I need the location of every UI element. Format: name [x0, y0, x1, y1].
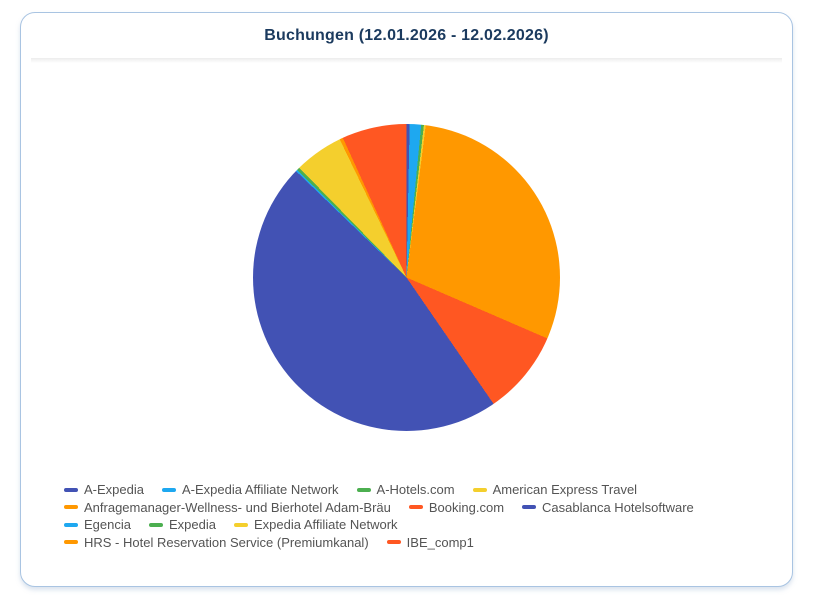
legend-swatch-icon — [161, 487, 176, 492]
legend-item-label: American Express Travel — [492, 482, 638, 498]
pie-chart[interactable] — [253, 124, 560, 431]
legend-item[interactable]: HRS - Hotel Reservation Service (Premium… — [64, 535, 369, 550]
legend-swatch-icon — [522, 505, 537, 510]
legend-swatch-icon — [356, 487, 371, 492]
legend-item-label: Booking.com — [428, 499, 505, 515]
legend-item-label: Expedia — [168, 517, 216, 533]
legend-item[interactable]: Booking.com — [408, 499, 505, 515]
legend-item-label: Anfragemanager-Wellness- und Bierhotel A… — [84, 499, 391, 515]
legend-item[interactable]: IBE_comp1 — [386, 534, 474, 550]
legend-item[interactable]: Casablanca Hotelsoftware — [522, 500, 694, 515]
legend-item[interactable]: Expedia — [148, 517, 216, 533]
legend-swatch-icon — [64, 522, 78, 527]
legend-row: Egencia Expedia Expedia Affiliate Network — [64, 516, 712, 534]
legend-row: HRS - Hotel Reservation Service (Premium… — [64, 534, 712, 552]
legend-item-label: Expedia Affiliate Network — [253, 517, 398, 533]
legend-item-label: Casablanca Hotelsoftware — [542, 499, 694, 515]
legend-item-label: A-Expedia — [84, 482, 144, 498]
legend-swatch-icon — [64, 487, 78, 492]
legend-swatch-icon — [64, 540, 78, 545]
legend-swatch-icon — [472, 487, 487, 492]
legend-row: A-Expedia A-Expedia Affiliate Network A-Ho… — [64, 481, 712, 499]
legend-swatch-icon — [408, 505, 423, 510]
legend-item-label: A-Hotels.com — [376, 482, 455, 498]
legend-item[interactable]: A-Expedia Affiliate Network — [161, 482, 339, 498]
chart-title: Buchungen (12.01.2026 - 12.02.2026) — [264, 26, 549, 44]
legend-item[interactable]: Expedia Affiliate Network — [233, 517, 398, 533]
legend-item-label: IBE_comp1 — [406, 534, 474, 550]
legend-swatch-icon — [233, 522, 248, 527]
chart-card-header: Buchungen (12.01.2026 - 12.02.2026) — [21, 13, 792, 58]
legend-swatch-icon — [386, 540, 401, 545]
legend-item[interactable]: A-Hotels.com — [356, 482, 455, 498]
legend-item[interactable]: Egencia — [64, 517, 131, 532]
legend-item-label: Egencia — [84, 517, 131, 533]
header-divider — [31, 58, 782, 63]
chart-legend: A-Expedia A-Expedia Affiliate Network A-Ho… — [64, 481, 712, 551]
legend-item[interactable]: American Express Travel — [472, 482, 638, 498]
legend-swatch-icon — [64, 505, 78, 510]
legend-item-label: A-Expedia Affiliate Network — [181, 482, 339, 498]
legend-item-label: HRS - Hotel Reservation Service (Premium… — [84, 534, 369, 550]
legend-item[interactable]: A-Expedia — [64, 482, 144, 497]
legend-swatch-icon — [148, 522, 163, 527]
legend-item[interactable]: Anfragemanager-Wellness- und Bierhotel A… — [64, 500, 391, 515]
legend-row: Anfragemanager-Wellness- und Bierhotel A… — [64, 499, 712, 517]
chart-card: Buchungen (12.01.2026 - 12.02.2026) A-Ex… — [20, 12, 793, 587]
